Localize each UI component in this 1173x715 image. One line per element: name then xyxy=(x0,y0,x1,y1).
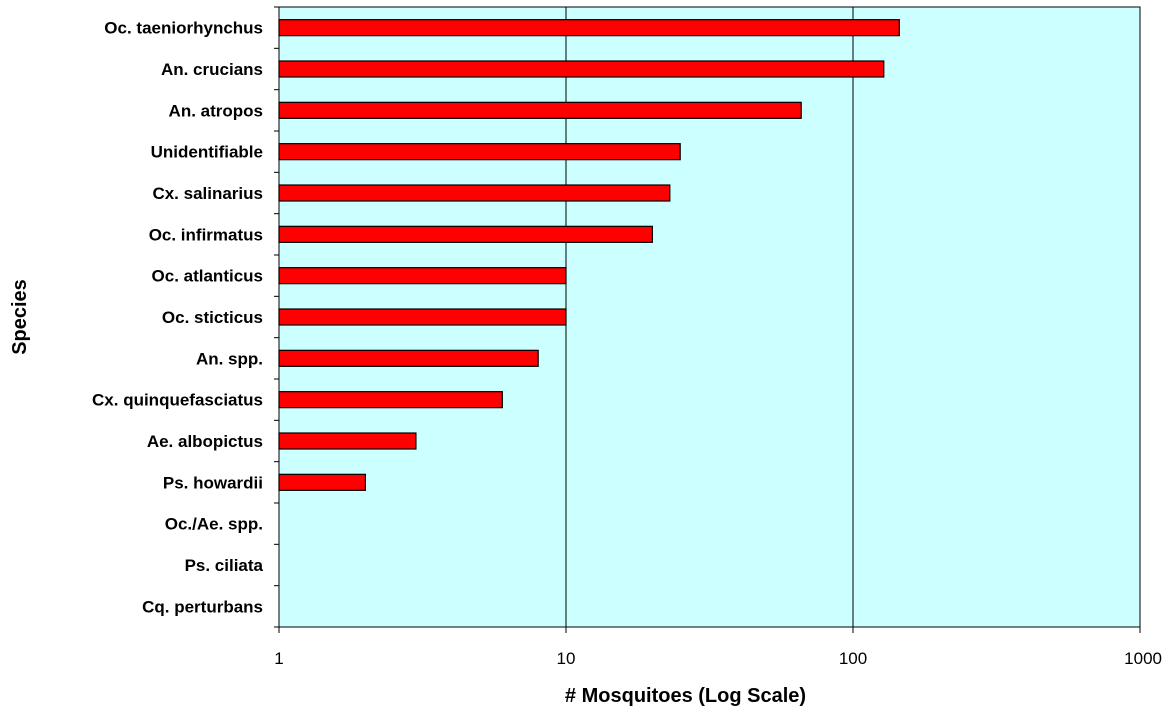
category-label: Cq. perturbans xyxy=(142,597,263,616)
bar-10 xyxy=(278,432,417,450)
x-tick-label: 10 xyxy=(557,649,576,668)
x-tick-label: 100 xyxy=(839,649,867,668)
category-label: An. atropos xyxy=(169,101,263,120)
category-label: Unidentifiable xyxy=(151,143,263,162)
bar-8 xyxy=(278,349,539,367)
category-label: Ae. albopictus xyxy=(147,432,263,451)
bars xyxy=(278,19,900,491)
category-label: Oc. sticticus xyxy=(162,308,263,327)
category-label: Oc. atlanticus xyxy=(152,267,263,286)
bar-2 xyxy=(278,101,802,119)
category-label: Cx. salinarius xyxy=(152,184,263,203)
category-label: An. spp. xyxy=(196,349,263,368)
category-label: An. crucians xyxy=(161,60,263,79)
category-label: Cx. quinquefasciatus xyxy=(92,391,263,410)
category-label: Ps. ciliata xyxy=(185,556,264,575)
y-axis-title: Species xyxy=(9,279,31,355)
bar-9 xyxy=(278,391,503,409)
bar-4 xyxy=(278,184,671,202)
category-labels: Oc. taeniorhynchus An. crucians An. atropo… xyxy=(92,19,264,617)
x-tick-label: 1000 xyxy=(1124,649,1162,668)
category-label: Oc. infirmatus xyxy=(149,225,263,244)
axes xyxy=(274,6,1141,633)
bar-6 xyxy=(278,267,567,285)
category-label: Oc./Ae. spp. xyxy=(165,515,263,534)
category-label: Oc. taeniorhynchus xyxy=(104,19,263,38)
x-tick-label: 1 xyxy=(274,649,283,668)
bar-11 xyxy=(278,473,366,491)
bar-7 xyxy=(278,308,567,326)
category-label: Ps. howardii xyxy=(163,473,263,492)
x-tick-labels: 1 10 100 1000 xyxy=(274,649,1162,668)
plot-frame xyxy=(278,6,1141,628)
bar-0 xyxy=(278,19,900,37)
bar-5 xyxy=(278,225,653,243)
bar-1 xyxy=(278,60,885,78)
x-axis-title: # Mosquitoes (Log Scale) xyxy=(565,685,806,707)
bar-3 xyxy=(278,143,681,161)
